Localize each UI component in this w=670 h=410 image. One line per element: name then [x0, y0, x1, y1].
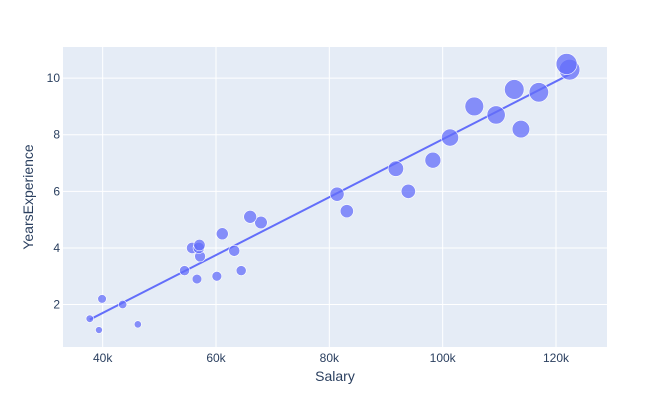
data-point[interactable] [133, 320, 142, 329]
data-point[interactable] [243, 210, 257, 224]
x-axis-ticks: 40k 60k 80k 100k 120k [93, 351, 570, 365]
data-point[interactable] [424, 151, 442, 169]
data-point[interactable] [504, 79, 525, 100]
data-point[interactable] [387, 160, 404, 177]
data-point[interactable] [528, 82, 549, 103]
data-point[interactable] [441, 128, 459, 147]
x-tick-label: 120k [543, 351, 570, 365]
data-point[interactable] [235, 265, 247, 276]
y-tick-label: 10 [47, 71, 61, 85]
x-tick-label: 100k [430, 351, 457, 365]
x-axis-title: Salary [315, 368, 355, 384]
points-layer [85, 53, 581, 334]
y-tick-label: 8 [53, 128, 60, 142]
x-tick-label: 80k [320, 351, 340, 365]
y-axis-ticks: 2 4 6 8 10 [47, 71, 61, 311]
data-point[interactable] [464, 96, 484, 117]
data-point[interactable] [400, 183, 416, 199]
y-tick-label: 2 [53, 298, 60, 312]
data-point[interactable] [193, 239, 206, 252]
data-point[interactable] [215, 227, 229, 241]
data-point[interactable] [95, 326, 103, 334]
data-point[interactable] [254, 215, 268, 230]
y-tick-label: 6 [53, 184, 60, 198]
data-point[interactable] [339, 204, 354, 219]
data-point[interactable] [211, 271, 223, 282]
data-point[interactable] [555, 53, 578, 75]
data-point[interactable] [511, 119, 531, 139]
data-point[interactable] [191, 273, 203, 285]
x-tick-label: 60k [206, 351, 226, 365]
data-point[interactable] [329, 186, 345, 202]
data-point[interactable] [97, 294, 107, 304]
data-point[interactable] [85, 314, 94, 323]
data-point[interactable] [118, 300, 128, 310]
data-point[interactable] [486, 105, 506, 125]
x-tick-label: 40k [93, 351, 113, 365]
data-point[interactable] [228, 244, 241, 257]
y-tick-label: 4 [53, 241, 60, 255]
data-point[interactable] [179, 265, 190, 276]
y-axis-title: YearsExperience [20, 144, 36, 250]
